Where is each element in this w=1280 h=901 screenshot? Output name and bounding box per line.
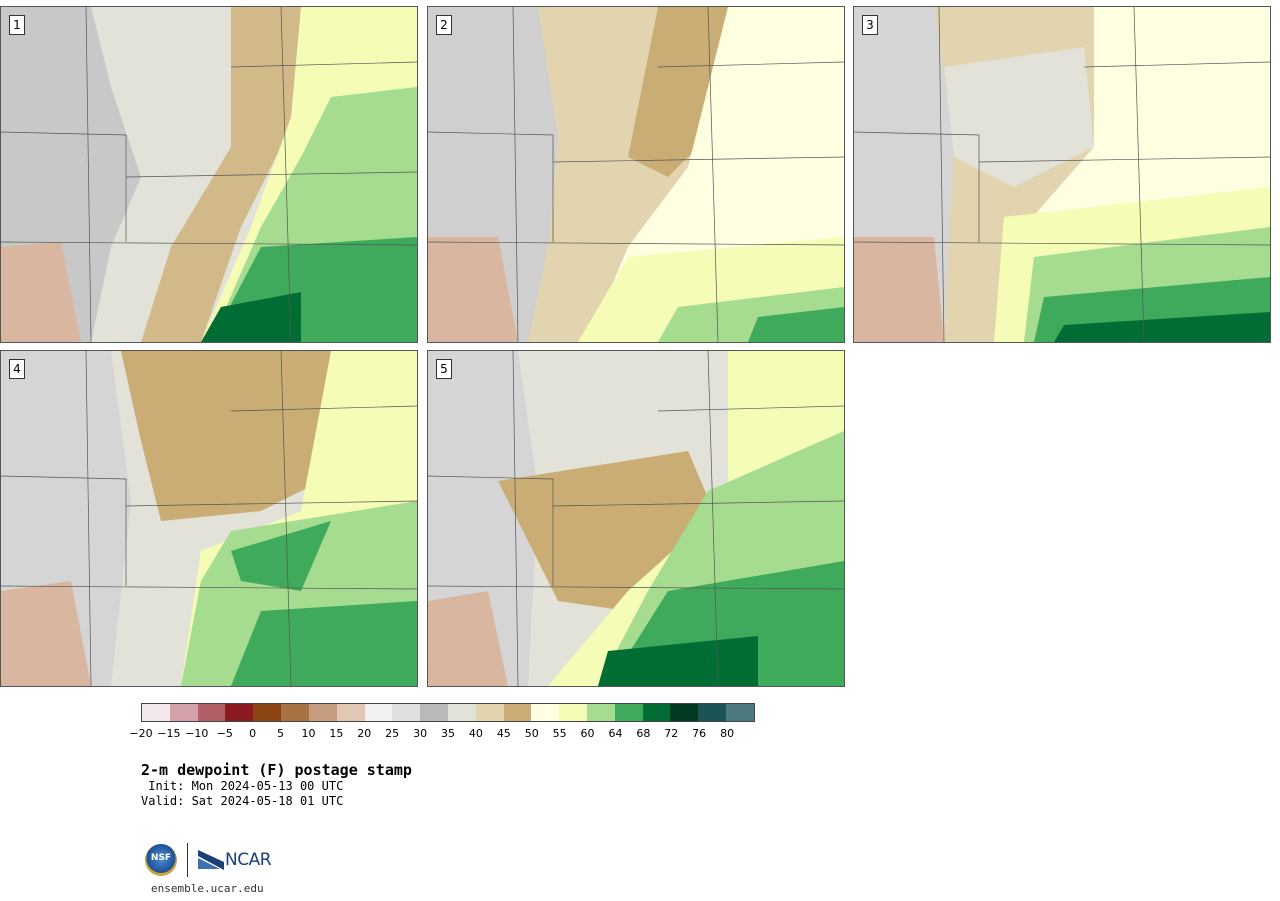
colorbar-tick-label: 72: [664, 727, 679, 740]
init-time: Init: Mon 2024-05-13 00 UTC: [141, 779, 344, 793]
colorbar-swatch: [503, 704, 532, 721]
dewpoint-map-2: [428, 7, 844, 342]
colorbar-swatch: [392, 704, 421, 721]
colorbar-swatch: [587, 704, 615, 721]
colorbar-swatch: [420, 704, 448, 721]
site-url: ensemble.ucar.edu: [151, 882, 264, 895]
colorbar-swatch: [670, 704, 699, 721]
colorbar-swatch: [169, 704, 198, 721]
forecast-panel-2: 2: [427, 6, 845, 343]
colorbar-swatch: [364, 704, 393, 721]
logo-divider: [187, 843, 188, 877]
colorbar-swatch: [614, 704, 643, 721]
colorbar-swatch: [197, 704, 226, 721]
dewpoint-map-3: [854, 7, 1270, 342]
ncar-mark-icon: [198, 850, 224, 870]
colorbar-swatch: [225, 704, 254, 721]
colorbar-tick-label: 15: [329, 727, 344, 740]
colorbar-swatch: [447, 704, 476, 721]
ncar-logo-text: NCAR: [225, 850, 272, 870]
colorbar-swatch: [559, 704, 587, 721]
colorbar-swatch: [281, 704, 309, 721]
colorbar-tick-label: −20: [129, 727, 153, 740]
colorbar-tick-label: 45: [496, 727, 511, 740]
colorbar-tick-label: 5: [277, 727, 285, 740]
valid-time: Valid: Sat 2024-05-18 01 UTC: [141, 794, 344, 808]
colorbar-swatch: [475, 704, 504, 721]
nsf-logo-text: NSF: [150, 853, 172, 863]
forecast-panel-1: 1: [0, 6, 418, 343]
colorbar-tick-label: −15: [157, 727, 181, 740]
colorbar-tick-label: 0: [249, 727, 257, 740]
colorbar-tick-label: 35: [441, 727, 455, 740]
forecast-panel-5: 5: [427, 350, 845, 687]
dewpoint-map-4: [1, 351, 417, 686]
nsf-logo: [145, 844, 177, 876]
colorbar-tick-label: −5: [216, 727, 233, 740]
colorbar-ticks: −20 −15 −10 −5 0 5 10 15 20 25 30 35 40 45 50 55 60 64 68 7…: [129, 727, 755, 743]
colorbar-tick-label: 40: [468, 727, 483, 740]
dewpoint-map-1: [1, 7, 417, 342]
colorbar-swatch: [142, 704, 170, 721]
colorbar-tick-label: 76: [692, 727, 707, 740]
forecast-panel-3: 3: [853, 6, 1271, 343]
dewpoint-map-5: [428, 351, 844, 686]
colorbar-swatch: [308, 704, 337, 721]
colorbar-tick-label: 55: [552, 727, 567, 740]
logo-group: NSF NCAR: [145, 843, 275, 879]
forecast-panel-4: 4: [0, 350, 418, 687]
colorbar-tick-label: 50: [524, 727, 539, 740]
colorbar-tick-label: 60: [580, 727, 595, 740]
colorbar-tick-label: 68: [636, 727, 651, 740]
colorbar-swatch: [253, 704, 282, 721]
colorbar-swatch: [726, 704, 754, 721]
colorbar-tick-label: 80: [720, 727, 735, 740]
colorbar: [141, 703, 755, 722]
panel-number: 2: [436, 15, 452, 35]
colorbar-tick-label: 30: [413, 727, 428, 740]
colorbar-tick-label: 25: [385, 727, 400, 740]
colorbar-swatch: [531, 704, 560, 721]
colorbar-tick-label: 20: [357, 727, 372, 740]
colorbar-swatch: [336, 704, 365, 721]
panel-number: 4: [9, 359, 25, 379]
colorbar-tick-label: 64: [608, 727, 623, 740]
colorbar-swatch: [698, 704, 727, 721]
colorbar-tick-label: 10: [301, 727, 316, 740]
product-title: 2-m dewpoint (F) postage stamp: [141, 761, 412, 779]
panel-number: 5: [436, 359, 452, 379]
colorbar-swatch: [642, 704, 671, 721]
colorbar-tick-label: −10: [185, 727, 209, 740]
panel-number: 3: [862, 15, 878, 35]
panel-number: 1: [9, 15, 25, 35]
